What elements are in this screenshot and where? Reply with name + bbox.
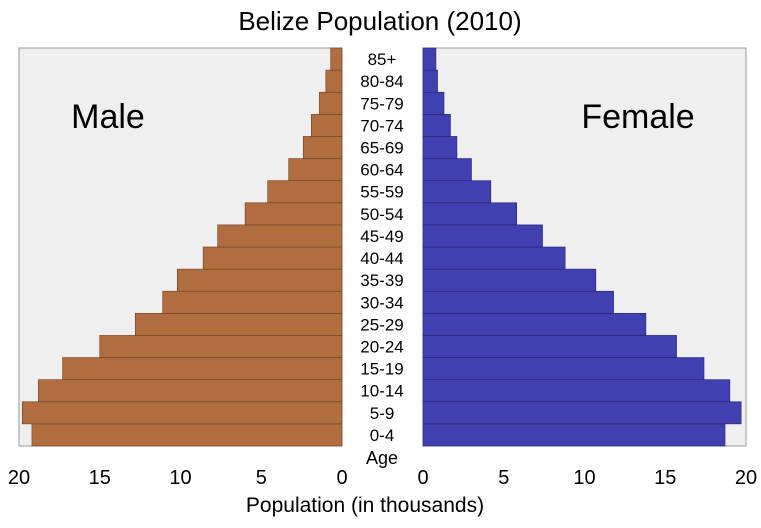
female-bar-65-69	[422, 136, 458, 159]
age-category-label: 55-59	[360, 183, 403, 202]
male-x-tick-label: 10	[169, 467, 191, 489]
male-bar-35-39	[176, 268, 343, 292]
female-bar-30-34	[422, 290, 614, 314]
female-bar-15-19	[422, 357, 705, 380]
female-bar-25-29	[422, 313, 647, 336]
male-bar-20-24	[99, 335, 343, 358]
age-category-label: 85+	[368, 50, 397, 69]
male-x-tick-label: 5	[256, 467, 267, 489]
male-x-tick-label: 0	[336, 467, 347, 489]
age-category-label: 35-39	[360, 271, 403, 290]
female-x-tick-label: 15	[654, 467, 676, 489]
female-bar-55-59	[422, 180, 492, 204]
male-bar-30-34	[162, 290, 343, 314]
male-bar-65-69	[302, 136, 343, 159]
age-category-label: 25-29	[360, 315, 403, 334]
age-category-label: 75-79	[360, 94, 403, 113]
female-bar-40-44	[422, 246, 566, 270]
female-bar-70-74	[422, 114, 451, 137]
age-category-label: 40-44	[360, 249, 403, 268]
age-category-label: 30-34	[360, 293, 403, 312]
age-category-label: 20-24	[360, 338, 403, 357]
age-category-label: 10-14	[360, 382, 403, 401]
age-category-label: 15-19	[360, 360, 403, 379]
male-bar-25-29	[134, 313, 343, 336]
male-x-tick-label: 15	[89, 467, 111, 489]
female-bar-5-9	[422, 401, 742, 425]
male-bar-75-79	[319, 91, 343, 115]
male-bar-40-44	[202, 246, 343, 270]
male-bar-50-54	[244, 202, 343, 226]
female-x-tick-label: 0	[417, 467, 428, 489]
male-bar-60-64	[288, 158, 343, 181]
female-x-tick-label: 5	[498, 467, 509, 489]
x-axis-label: Population (in thousands)	[246, 494, 484, 517]
male-bar-10-14	[38, 379, 343, 403]
age-category-label: 60-64	[360, 161, 403, 180]
female-bar-85+	[422, 47, 437, 71]
age-category-label: 50-54	[360, 205, 403, 224]
female-bar-35-39	[422, 268, 597, 292]
male-bar-45-49	[217, 224, 343, 248]
female-bar-0-4	[422, 423, 726, 447]
male-bar-70-74	[311, 114, 343, 137]
female-x-tick-label: 10	[573, 467, 595, 489]
chart-title: Belize Population (2010)	[238, 6, 521, 36]
female-bar-80-84	[422, 69, 438, 93]
age-category-label: 70-74	[360, 116, 403, 135]
female-bar-50-54	[422, 202, 517, 226]
age-category-label: 5-9	[370, 404, 395, 423]
age-category-label: 80-84	[360, 72, 403, 91]
male-bar-55-59	[267, 180, 343, 204]
age-category-label: 65-69	[360, 139, 403, 158]
male-bar-80-84	[325, 69, 343, 93]
female-bar-75-79	[422, 91, 445, 115]
male-legend-label: Male	[71, 98, 145, 136]
age-category-label: 45-49	[360, 227, 403, 246]
age-category-label: 0-4	[370, 426, 395, 445]
male-bar-0-4	[31, 423, 343, 447]
female-bar-20-24	[422, 335, 677, 358]
female-bar-45-49	[422, 224, 543, 248]
female-bar-60-64	[422, 158, 472, 181]
male-x-tick-label: 20	[8, 467, 30, 489]
male-bar-85+	[330, 47, 343, 71]
female-x-tick-label: 20	[735, 467, 757, 489]
female-bar-10-14	[422, 379, 731, 403]
male-bar-15-19	[62, 357, 343, 380]
female-legend-label: Female	[581, 98, 694, 136]
male-bar-5-9	[21, 401, 343, 425]
age-axis-label: Age	[366, 448, 398, 468]
